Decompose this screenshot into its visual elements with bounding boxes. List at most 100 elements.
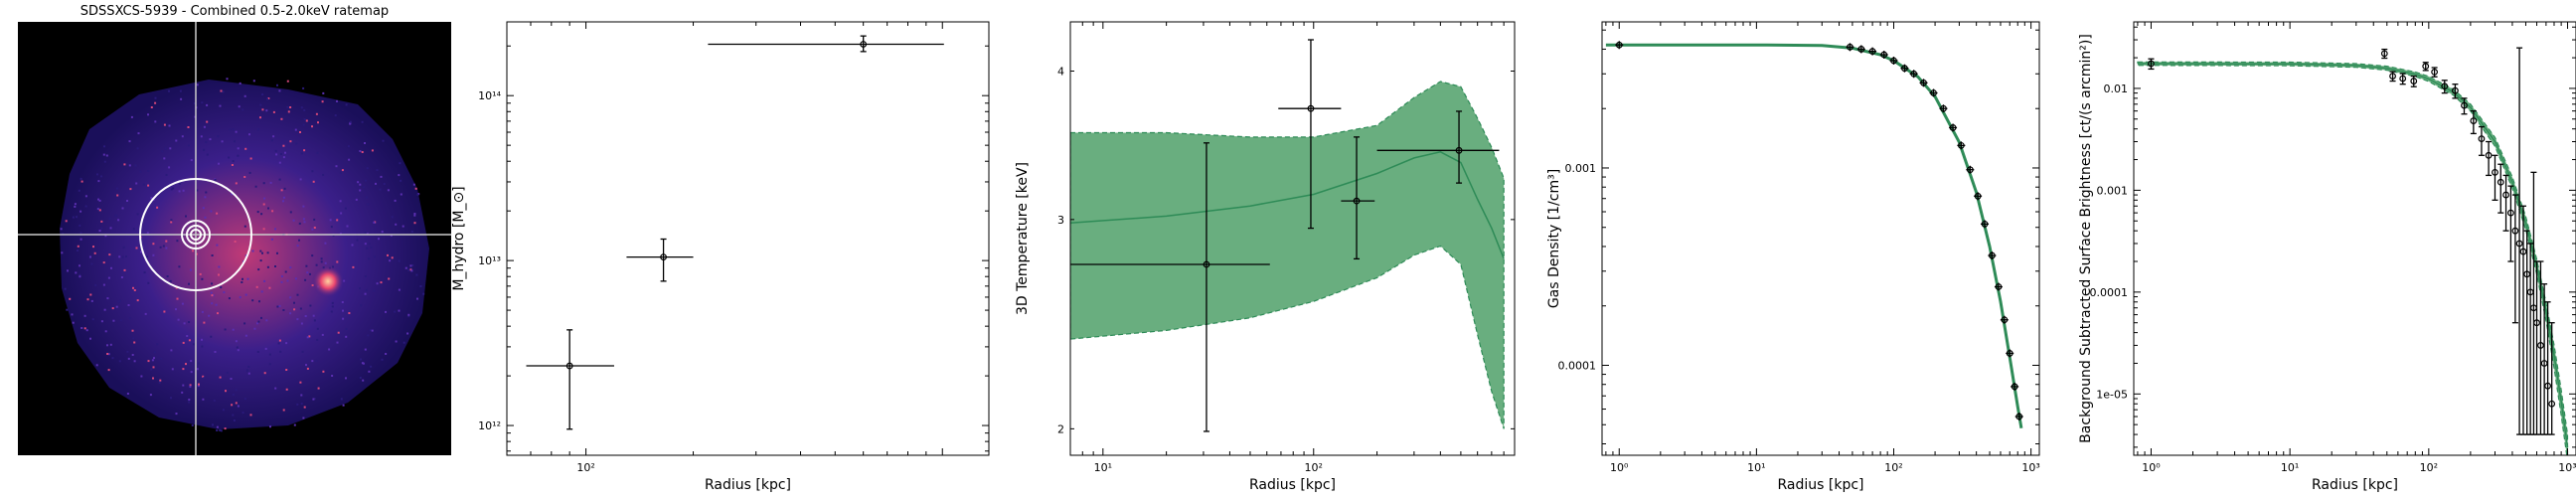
core-ring-1 bbox=[181, 220, 211, 250]
noise-pixel bbox=[165, 247, 168, 250]
noise-pixel bbox=[361, 151, 364, 153]
noise-pixel bbox=[185, 215, 187, 218]
noise-pixel bbox=[296, 403, 299, 406]
noise-pixel bbox=[165, 240, 168, 243]
noise-pixel bbox=[217, 312, 219, 315]
noise-pixel bbox=[311, 125, 313, 128]
noise-pixel bbox=[164, 147, 167, 150]
noise-pixel bbox=[188, 339, 191, 342]
noise-pixel bbox=[246, 277, 249, 280]
noise-pixel bbox=[206, 153, 209, 156]
noise-pixel bbox=[202, 398, 205, 401]
point-marker bbox=[2001, 316, 2009, 324]
noise-pixel bbox=[111, 357, 114, 360]
noise-pixel bbox=[242, 412, 244, 415]
plot-area bbox=[1070, 39, 1505, 432]
noise-pixel bbox=[129, 188, 132, 191]
data-point bbox=[1949, 123, 1958, 132]
noise-pixel bbox=[303, 109, 306, 111]
noise-pixel bbox=[67, 269, 69, 272]
noise-pixel bbox=[232, 414, 235, 417]
noise-pixel bbox=[234, 241, 237, 243]
noise-pixel bbox=[214, 178, 217, 181]
noise-pixel bbox=[286, 80, 289, 83]
noise-pixel bbox=[300, 403, 303, 406]
noise-pixel bbox=[364, 243, 367, 246]
noise-pixel bbox=[364, 292, 367, 295]
noise-pixel bbox=[345, 103, 348, 106]
noise-pixel bbox=[259, 250, 262, 252]
noise-pixel bbox=[156, 343, 159, 346]
noise-pixel bbox=[266, 97, 269, 100]
data-point bbox=[2461, 97, 2468, 115]
noise-pixel bbox=[373, 255, 376, 258]
noise-pixel bbox=[203, 148, 206, 151]
noise-pixel bbox=[122, 246, 125, 249]
data-point bbox=[1868, 47, 1877, 56]
data-point bbox=[1919, 79, 1928, 87]
noise-pixel bbox=[257, 128, 259, 131]
noise-pixel bbox=[106, 344, 108, 347]
noise-pixel bbox=[114, 214, 117, 217]
noise-pixel bbox=[422, 292, 425, 295]
noise-pixel bbox=[74, 205, 77, 208]
noise-pixel bbox=[136, 299, 139, 302]
noise-pixel bbox=[322, 91, 325, 94]
noise-pixel bbox=[376, 169, 379, 172]
point-marker bbox=[2461, 101, 2468, 109]
noise-pixel bbox=[282, 156, 285, 159]
noise-pixel bbox=[170, 349, 173, 352]
point-marker bbox=[1353, 197, 1361, 205]
noise-pixel bbox=[311, 228, 314, 231]
noise-pixel bbox=[272, 110, 275, 113]
noise-pixel bbox=[189, 385, 192, 388]
noise-pixel bbox=[102, 261, 105, 264]
noise-pixel bbox=[271, 210, 274, 213]
noise-pixel bbox=[349, 121, 352, 124]
noise-pixel bbox=[229, 128, 232, 131]
noise-pixel bbox=[108, 253, 111, 256]
noise-pixel bbox=[183, 322, 186, 325]
noise-pixel bbox=[220, 286, 223, 289]
noise-pixel bbox=[379, 188, 382, 191]
noise-pixel bbox=[244, 293, 247, 296]
noise-pixel bbox=[313, 319, 316, 322]
data-point bbox=[2496, 163, 2504, 214]
noise-pixel bbox=[305, 119, 308, 122]
noise-pixel bbox=[283, 187, 286, 190]
noise-pixel bbox=[223, 291, 226, 294]
noise-pixel bbox=[136, 147, 139, 150]
noise-pixel bbox=[320, 260, 323, 263]
noise-pixel bbox=[394, 199, 397, 202]
noise-pixel bbox=[341, 169, 344, 172]
noise-pixel bbox=[188, 399, 191, 401]
noise-pixel bbox=[317, 387, 320, 390]
noise-pixel bbox=[175, 139, 178, 142]
y-tick-label: 3 bbox=[1057, 214, 1064, 227]
noise-pixel bbox=[192, 343, 195, 346]
noise-pixel bbox=[299, 381, 302, 384]
data-point bbox=[1909, 70, 1918, 79]
data-point bbox=[2478, 125, 2486, 156]
noise-pixel bbox=[293, 308, 296, 311]
noise-pixel bbox=[232, 128, 235, 131]
noise-pixel bbox=[262, 182, 265, 185]
noise-pixel bbox=[298, 222, 301, 225]
noise-pixel bbox=[96, 173, 98, 176]
data-point bbox=[2422, 62, 2430, 72]
data-point bbox=[1929, 88, 1938, 97]
noise-pixel bbox=[296, 245, 299, 248]
noise-pixel bbox=[196, 189, 199, 192]
ratemap-emission bbox=[60, 80, 429, 429]
noise-pixel bbox=[89, 255, 91, 258]
x-tick-label: 10⁰ bbox=[2142, 461, 2161, 474]
noise-pixel bbox=[381, 231, 384, 234]
noise-pixel bbox=[216, 429, 219, 431]
noise-pixel bbox=[348, 312, 351, 314]
noise-pixel bbox=[404, 266, 407, 269]
noise-pixel bbox=[342, 317, 345, 320]
point-marker bbox=[660, 253, 667, 261]
point-marker bbox=[2015, 413, 2023, 420]
y-axis-label: M_hydro [M_⊙] bbox=[451, 186, 467, 290]
noise-pixel bbox=[146, 232, 149, 235]
